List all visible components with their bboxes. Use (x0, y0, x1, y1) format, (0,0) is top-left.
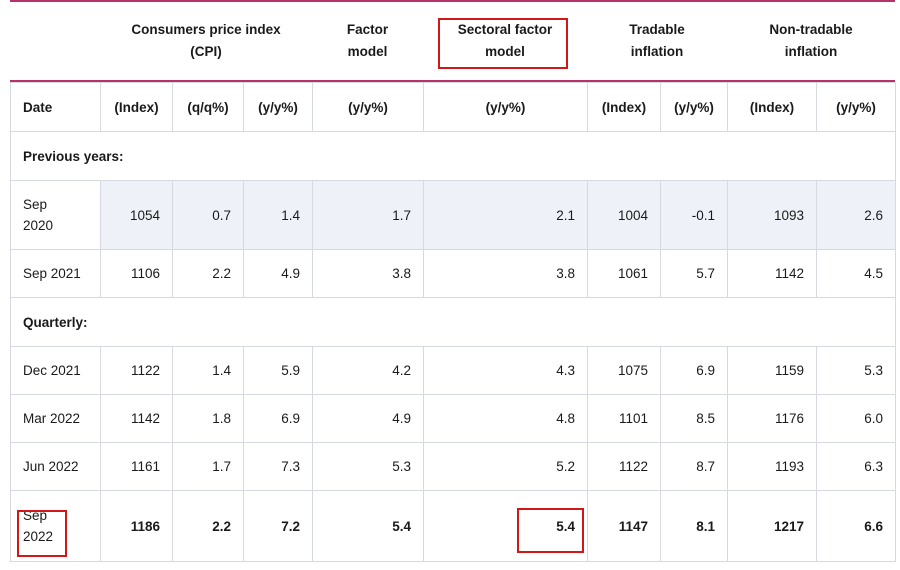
cell-cpi-qq: 2.2 (172, 249, 244, 298)
row-date: Sep 2021 (10, 249, 101, 298)
cell-tradable-index: 1122 (587, 442, 661, 491)
cell-cpi-yy: 4.9 (243, 249, 313, 298)
cell-tradable-yy: -0.1 (660, 180, 728, 250)
cell-nontradable-yy: 2.6 (816, 180, 896, 250)
cell-nontradable-yy: 6.3 (816, 442, 896, 491)
cell-cpi-index: 1161 (100, 442, 173, 491)
group-factor-model: Factor model (346, 22, 389, 59)
col-tradable-index: (Index) (587, 82, 661, 132)
table-row: Sep 2020 1054 0.7 1.4 1.7 2.1 1004 -0.1 … (10, 180, 896, 250)
row-date: Dec 2021 (10, 346, 101, 395)
cell-nontradable-yy: 6.0 (816, 394, 896, 443)
table-row: Sep 2021 1106 2.2 4.9 3.8 3.8 1061 5.7 1… (10, 249, 896, 298)
cell-cpi-yy: 5.9 (243, 346, 313, 395)
cell-tradable-yy: 8.5 (660, 394, 728, 443)
cell-factor-yy: 1.7 (312, 180, 424, 250)
table-row-latest: Sep 2022 1186 2.2 7.2 5.4 5.4 1147 8.1 1… (10, 490, 896, 562)
cell-sectoral-yy: 4.3 (423, 346, 588, 395)
cell-cpi-index: 1186 (100, 490, 173, 562)
col-date: Date (10, 82, 101, 132)
cell-nontradable-index: 1217 (727, 490, 817, 562)
cell-cpi-yy: 1.4 (243, 180, 313, 250)
cell-sectoral-yy: 3.8 (423, 249, 588, 298)
section-label-previous: Previous years: (10, 131, 896, 181)
group-tradable-inflation: Tradable inflation (629, 22, 685, 59)
cell-nontradable-index: 1176 (727, 394, 817, 443)
cell-cpi-index: 1142 (100, 394, 173, 443)
table-row: Mar 2022 1142 1.8 6.9 4.9 4.8 1101 8.5 1… (10, 394, 896, 443)
cell-cpi-qq: 2.2 (172, 490, 244, 562)
highlight-sectoral-value (517, 508, 584, 553)
row-date: Mar 2022 (10, 394, 101, 443)
col-sectoral-yy: (y/y%) (423, 82, 588, 132)
cell-cpi-qq: 0.7 (172, 180, 244, 250)
cell-sectoral-yy: 4.8 (423, 394, 588, 443)
row-date: Jun 2022 (10, 442, 101, 491)
group-nontradable-inflation: Non-tradable inflation (769, 22, 853, 59)
cell-tradable-index: 1004 (587, 180, 661, 250)
group-cpi: Consumers price index (CPI) (131, 22, 281, 59)
group-sectoral-factor-model: Sectoral factor model (457, 22, 553, 59)
section-row-previous: Previous years: (10, 131, 896, 181)
col-cpi-index: (Index) (100, 82, 173, 132)
column-group-header: Consumers price index (CPI) Factor model… (10, 0, 895, 82)
cell-cpi-yy: 7.3 (243, 442, 313, 491)
cell-cpi-yy: 7.2 (243, 490, 313, 562)
highlight-sep-2022-date (17, 510, 67, 557)
column-header-row: Date (Index) (q/q%) (y/y%) (y/y%) (y/y%)… (10, 82, 896, 132)
cell-nontradable-index: 1159 (727, 346, 817, 395)
cell-nontradable-yy: 5.3 (816, 346, 896, 395)
col-cpi-yy: (y/y%) (243, 82, 313, 132)
cell-tradable-index: 1075 (587, 346, 661, 395)
highlight-sectoral-header (438, 18, 568, 69)
cell-cpi-qq: 1.7 (172, 442, 244, 491)
table-row: Dec 2021 1122 1.4 5.9 4.2 4.3 1075 6.9 1… (10, 346, 896, 395)
col-nontradable-yy: (y/y%) (816, 82, 896, 132)
cell-tradable-index: 1147 (587, 490, 661, 562)
cell-nontradable-yy: 4.5 (816, 249, 896, 298)
cell-sectoral-yy: 5.2 (423, 442, 588, 491)
section-label-quarterly: Quarterly: (10, 297, 896, 347)
cell-cpi-qq: 1.8 (172, 394, 244, 443)
header-rule (10, 80, 895, 82)
inflation-table: Date (Index) (q/q%) (y/y%) (y/y%) (y/y%)… (10, 82, 896, 562)
cell-tradable-index: 1061 (587, 249, 661, 298)
table-row: Jun 2022 1161 1.7 7.3 5.3 5.2 1122 8.7 1… (10, 442, 896, 491)
cell-tradable-index: 1101 (587, 394, 661, 443)
cell-nontradable-index: 1093 (727, 180, 817, 250)
cell-factor-yy: 5.4 (312, 490, 424, 562)
cell-tradable-yy: 8.7 (660, 442, 728, 491)
cell-cpi-yy: 6.9 (243, 394, 313, 443)
cell-tradable-yy: 5.7 (660, 249, 728, 298)
cell-tradable-yy: 6.9 (660, 346, 728, 395)
cell-tradable-yy: 8.1 (660, 490, 728, 562)
cell-nontradable-yy: 6.6 (816, 490, 896, 562)
section-row-quarterly: Quarterly: (10, 297, 896, 347)
col-nontradable-index: (Index) (727, 82, 817, 132)
cell-cpi-qq: 1.4 (172, 346, 244, 395)
cell-factor-yy: 4.2 (312, 346, 424, 395)
cell-nontradable-index: 1142 (727, 249, 817, 298)
cell-factor-yy: 4.9 (312, 394, 424, 443)
cell-factor-yy: 5.3 (312, 442, 424, 491)
cell-sectoral-yy: 2.1 (423, 180, 588, 250)
row-date: Sep 2020 (10, 180, 101, 250)
col-tradable-yy: (y/y%) (660, 82, 728, 132)
cell-nontradable-index: 1193 (727, 442, 817, 491)
col-factor-yy: (y/y%) (312, 82, 424, 132)
cell-cpi-index: 1122 (100, 346, 173, 395)
cell-cpi-index: 1054 (100, 180, 173, 250)
col-cpi-qq: (q/q%) (172, 82, 244, 132)
cell-factor-yy: 3.8 (312, 249, 424, 298)
cell-cpi-index: 1106 (100, 249, 173, 298)
